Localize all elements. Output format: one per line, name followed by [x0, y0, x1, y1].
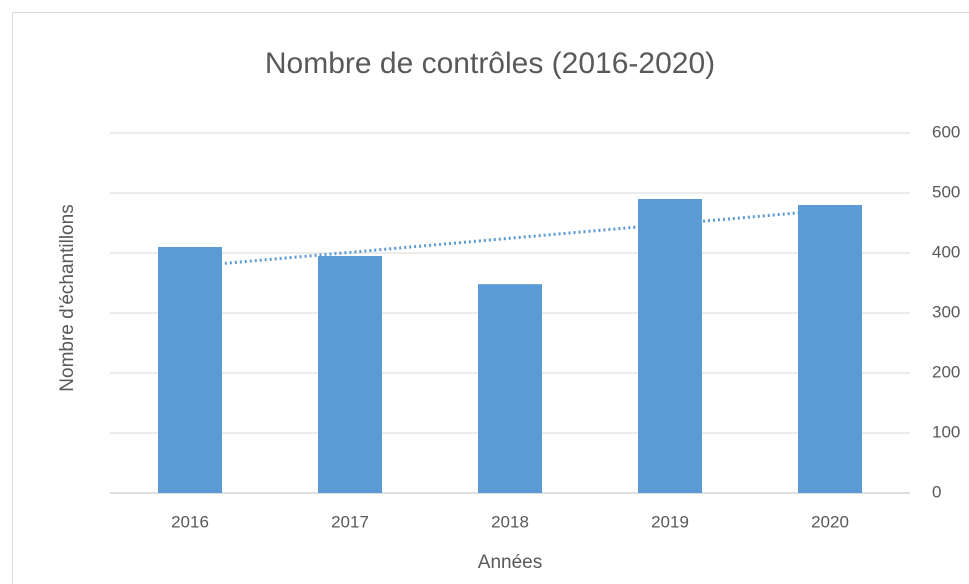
bar — [638, 199, 702, 493]
y-tick-label: 600 — [932, 122, 960, 141]
trendline — [189, 208, 831, 268]
bar — [798, 205, 862, 493]
y-tick-label: 100 — [932, 422, 960, 441]
y-axis-label: Nombre d'échantillons — [57, 204, 78, 391]
x-tick-label: 2020 — [811, 512, 849, 531]
x-tick-label: 2019 — [651, 512, 689, 531]
x-tick-label: 2017 — [331, 512, 369, 531]
y-tick-label: 200 — [932, 362, 960, 381]
bar — [318, 256, 382, 493]
y-tick-label: 300 — [932, 302, 960, 321]
x-tick-label: 2016 — [171, 512, 209, 531]
x-axis-label: Années — [478, 552, 542, 573]
y-tick-label: 400 — [932, 242, 960, 261]
y-tick-label: 500 — [932, 182, 960, 201]
bar — [478, 284, 542, 493]
bar — [158, 247, 222, 493]
x-tick-label: 2018 — [491, 512, 529, 531]
y-tick-label: 0 — [932, 482, 941, 501]
chart-title: Nombre de contrôles (2016-2020) — [265, 47, 715, 80]
